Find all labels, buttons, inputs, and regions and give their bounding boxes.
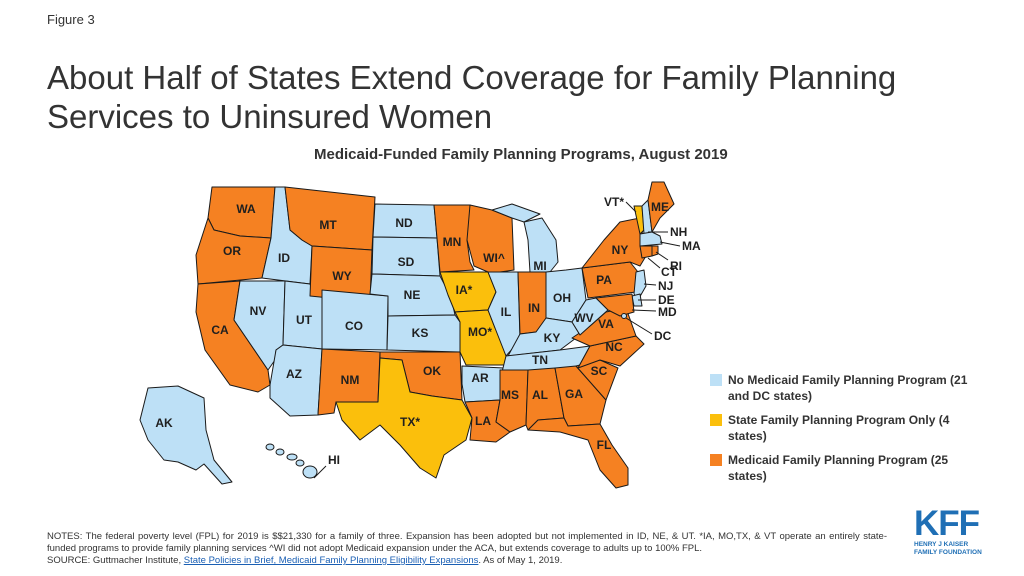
label-ne: NE	[404, 288, 421, 302]
label-dc: DC	[654, 329, 672, 343]
page-title: About Half of States Extend Coverage for…	[47, 59, 897, 135]
label-nh: NH	[670, 225, 687, 239]
label-ny: NY	[612, 243, 629, 257]
state-hi	[265, 443, 318, 479]
label-vt: VT*	[604, 195, 624, 209]
label-ak: AK	[155, 416, 173, 430]
state-mi	[523, 217, 559, 273]
label-ia: IA*	[456, 283, 473, 297]
callout-labels: VT* NH MA RI CT NJ DE MD DC HI	[328, 195, 701, 467]
label-tn: TN	[532, 353, 548, 367]
state-ct	[639, 245, 653, 259]
state-ma	[639, 231, 663, 247]
kff-logo: KFF HENRY J KAISER FAMILY FOUNDATION	[914, 504, 998, 556]
label-nm: NM	[341, 373, 360, 387]
label-hi: HI	[328, 453, 340, 467]
label-in: IN	[528, 301, 540, 315]
source-link[interactable]: State Policies in Brief, Medicaid Family…	[183, 555, 479, 566]
state-fl	[527, 417, 629, 489]
label-wa: WA	[236, 202, 256, 216]
state-dc	[621, 313, 627, 319]
label-ar: AR	[471, 371, 489, 385]
label-oh: OH	[553, 291, 571, 305]
label-ms: MS	[501, 388, 519, 402]
label-ca: CA	[211, 323, 229, 337]
state-mi-upper	[491, 203, 541, 223]
state-labels: WA OR CA ID NV UT AZ MT WY CO NM ND SD N…	[155, 200, 669, 452]
legend-label-state: State Family Planning Program Only (4 st…	[728, 413, 950, 443]
label-or: OR	[223, 244, 241, 258]
label-mt: MT	[319, 218, 337, 232]
label-wi: WI^	[483, 251, 505, 265]
label-ky: KY	[544, 331, 561, 345]
label-ma: MA	[682, 239, 701, 253]
logo-wordmark: KFF	[914, 504, 980, 543]
legend-swatch-state	[710, 414, 722, 426]
label-nd: ND	[395, 216, 413, 230]
footnotes: NOTES: The federal poverty level (FPL) f…	[47, 531, 887, 567]
label-wy: WY	[332, 269, 351, 283]
label-la: LA	[475, 414, 491, 428]
label-sc: SC	[591, 364, 608, 378]
label-nc: NC	[605, 340, 623, 354]
legend-swatch-none	[710, 374, 722, 386]
label-pa: PA	[596, 273, 612, 287]
label-wv: WV	[574, 311, 593, 325]
label-il: IL	[501, 305, 512, 319]
label-nv: NV	[250, 304, 267, 318]
label-mn: MN	[443, 235, 462, 249]
figure-label: Figure 3	[47, 12, 95, 27]
label-ga: GA	[565, 387, 583, 401]
state-ak	[139, 385, 233, 485]
state-nj	[633, 269, 647, 301]
logo-line-2: FAMILY FOUNDATION	[914, 548, 982, 556]
label-id: ID	[278, 251, 290, 265]
label-fl: FL	[597, 438, 612, 452]
label-ut: UT	[296, 313, 313, 327]
map-subtitle: Medicaid-Funded Family Planning Programs…	[314, 146, 728, 163]
label-ri: RI	[670, 259, 682, 273]
label-al: AL	[532, 388, 548, 402]
legend-item-medicaid: Medicaid Family Planning Program (25 sta…	[710, 452, 980, 484]
state-md	[595, 293, 635, 317]
legend-item-none: No Medicaid Family Planning Program (21 …	[710, 372, 980, 404]
label-ok: OK	[423, 364, 441, 378]
legend-label-medicaid: Medicaid Family Planning Program (25 sta…	[728, 453, 949, 483]
legend-label-none: No Medicaid Family Planning Program (21 …	[728, 373, 968, 403]
state-ri	[651, 245, 659, 257]
label-me: ME	[651, 200, 669, 214]
source-suffix: . As of May 1, 2019.	[478, 555, 563, 566]
label-md: MD	[658, 305, 677, 319]
label-de: DE	[658, 293, 675, 307]
legend: No Medicaid Family Planning Program (21 …	[710, 372, 980, 492]
legend-swatch-medicaid	[710, 454, 722, 466]
label-nj: NJ	[658, 279, 673, 293]
label-ks: KS	[412, 326, 429, 340]
label-va: VA	[598, 317, 614, 331]
label-tx: TX*	[400, 415, 420, 429]
label-sd: SD	[398, 255, 415, 269]
legend-item-state: State Family Planning Program Only (4 st…	[710, 412, 980, 444]
state-tx	[335, 357, 473, 479]
label-mo: MO*	[468, 325, 492, 339]
logo-line-1: HENRY J KAISER	[914, 541, 969, 548]
label-mi: MI	[533, 259, 546, 273]
leader-lines	[313, 201, 681, 479]
label-ct: CT	[661, 265, 678, 279]
source-prefix: SOURCE: Guttmacher Institute,	[47, 555, 184, 566]
label-az: AZ	[286, 367, 302, 381]
label-co: CO	[345, 319, 363, 333]
notes-text: NOTES: The federal poverty level (FPL) f…	[47, 531, 887, 554]
